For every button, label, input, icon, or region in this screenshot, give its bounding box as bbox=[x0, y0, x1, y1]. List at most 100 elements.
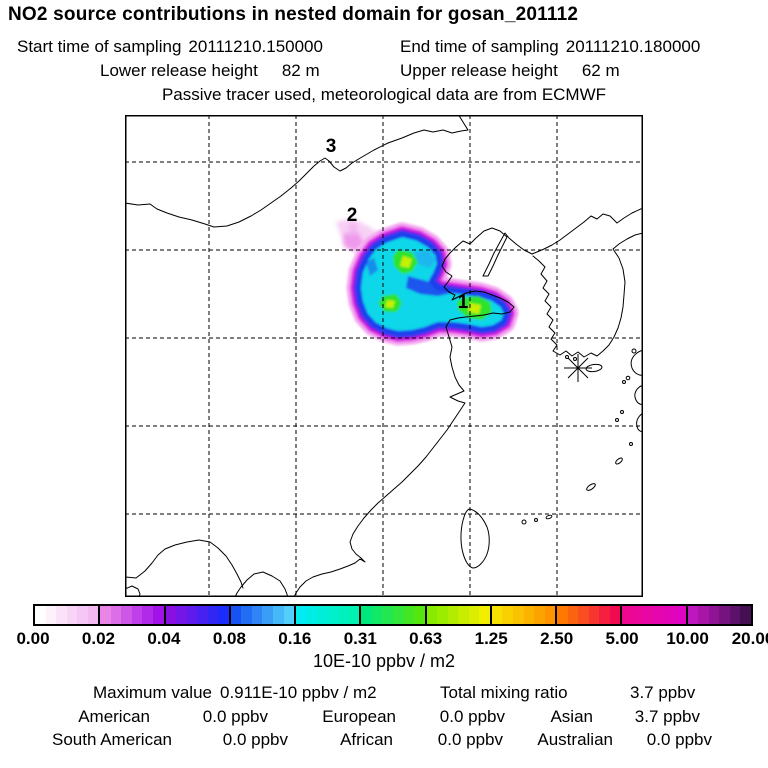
map-border bbox=[125, 115, 643, 597]
region-name-asian: Asian bbox=[550, 707, 593, 726]
region-value-american: 0.0 ppbv bbox=[202, 707, 268, 726]
region-name-australian: Australian bbox=[537, 730, 613, 749]
colorbar-cell bbox=[654, 606, 665, 624]
colorbar-cell bbox=[142, 606, 153, 624]
island-tsushima bbox=[631, 348, 637, 354]
colorbar-cell bbox=[56, 606, 67, 624]
colorbar-unit-label: 10E-10 ppbv / m2 bbox=[312, 651, 456, 671]
colorbar-block bbox=[35, 606, 101, 624]
colorbar-cell bbox=[371, 606, 383, 624]
colorbar-cell bbox=[414, 606, 425, 624]
region-value-african: 0.0 ppbv bbox=[437, 730, 503, 749]
coastline-north-border bbox=[124, 113, 469, 228]
stats-row-continents-1: American 0.0 ppbv European 0.0 ppbv Asia… bbox=[0, 707, 768, 729]
colorbar-cell bbox=[729, 606, 741, 624]
colorbar-cell bbox=[197, 606, 208, 624]
colorbar-cell bbox=[588, 606, 600, 624]
colorbar-cell bbox=[392, 606, 404, 624]
colorbar-cell bbox=[272, 606, 284, 624]
region-name-african: African bbox=[340, 730, 393, 749]
island-okinawa bbox=[586, 483, 596, 491]
island-dot bbox=[615, 418, 619, 422]
colorbar-cell bbox=[567, 606, 579, 624]
colorbar-cell bbox=[479, 606, 490, 624]
colorbar-cell bbox=[296, 606, 307, 624]
region-value-south-american: 0.0 ppbv bbox=[222, 730, 288, 749]
colorbar-tick-label: 0.16 bbox=[278, 629, 312, 648]
island-dot bbox=[629, 442, 633, 446]
colorbar-cell bbox=[100, 606, 111, 624]
max-value-label: Maximum value bbox=[92, 683, 212, 702]
gosan-station-marker bbox=[564, 354, 592, 382]
colorbar-cell bbox=[241, 606, 252, 624]
colorbar-cell bbox=[740, 606, 751, 624]
colorbar-cell bbox=[131, 606, 143, 624]
colorbar-block bbox=[296, 606, 362, 624]
border-vietnam bbox=[124, 539, 244, 589]
island-dot bbox=[622, 380, 626, 384]
region-name-european: European bbox=[322, 707, 396, 726]
total-mixing-ratio-label: Total mixing ratio bbox=[440, 683, 568, 702]
colorbar-block bbox=[361, 606, 427, 624]
upper-release-label: Upper release height bbox=[400, 61, 558, 80]
colorbar-tick-label: 0.08 bbox=[212, 629, 246, 648]
colorbar-cell bbox=[317, 606, 328, 624]
end-time-value: 20111210.180000 bbox=[565, 37, 701, 56]
colorbar-cell bbox=[251, 606, 263, 624]
colorbar-cell bbox=[719, 606, 730, 624]
colorbar-block bbox=[100, 606, 166, 624]
colorbar-cell bbox=[599, 606, 610, 624]
region-name-american: American bbox=[78, 707, 150, 726]
coastline-sw-lump bbox=[124, 585, 141, 598]
colorbar-cell bbox=[306, 606, 318, 624]
source-region-label-3: 3 bbox=[326, 136, 337, 157]
start-time-value: 20111210.150000 bbox=[188, 37, 323, 56]
map-canvas: 3 2 1 bbox=[124, 113, 644, 598]
colorbar-tick-label: 20.00 bbox=[731, 629, 768, 648]
map-svg: 3 2 1 bbox=[124, 113, 644, 598]
colorbar-block bbox=[230, 606, 297, 624]
colorbar-cell bbox=[534, 606, 545, 624]
colorbar-cell bbox=[348, 606, 360, 624]
coastline-korea bbox=[532, 232, 644, 358]
island-dot bbox=[620, 410, 624, 414]
colorbar-cell bbox=[262, 606, 273, 624]
colorbar-block bbox=[622, 606, 688, 624]
colorbar-cell bbox=[327, 606, 339, 624]
colorbar-cell bbox=[165, 606, 177, 624]
island-ryukyu bbox=[545, 514, 553, 520]
colorbar-tick-label: 0.04 bbox=[147, 629, 181, 648]
colorbar-tick-label: 0.02 bbox=[81, 629, 115, 648]
colorbar-tick-label: 1.25 bbox=[474, 629, 508, 648]
colorbar-cell bbox=[361, 606, 372, 624]
region-name-south-american: South American bbox=[51, 730, 172, 749]
region-value-australian: 0.0 ppbv bbox=[646, 730, 712, 749]
colorbar-cell bbox=[77, 606, 88, 624]
colorbar-cell bbox=[458, 606, 469, 624]
colorbar-cell bbox=[121, 606, 132, 624]
colorbar-cell bbox=[426, 606, 438, 624]
colorbar-cell bbox=[218, 606, 229, 624]
colorbar-cell bbox=[708, 606, 720, 624]
colorbar-cell bbox=[403, 606, 415, 624]
colorbar-tick-label: 5.00 bbox=[605, 629, 639, 648]
colorbar-cell bbox=[110, 606, 122, 624]
colorbar-cell bbox=[491, 606, 503, 624]
colorbar-cell bbox=[447, 606, 459, 624]
colorbar-cell bbox=[382, 606, 393, 624]
stats-row-max-total: Maximum value 0.911E-10 ppbv / m2 Total … bbox=[0, 683, 768, 705]
sampling-times-line: Start time of sampling 20111210.150000 E… bbox=[17, 37, 700, 57]
region-value-european: 0.0 ppbv bbox=[439, 707, 505, 726]
island-dot bbox=[565, 355, 569, 359]
colorbar-cell bbox=[687, 606, 699, 624]
colorbar-cell bbox=[632, 606, 644, 624]
coastline-ne bbox=[531, 207, 644, 255]
colorbar-tick-label: 0.31 bbox=[343, 629, 377, 648]
colorbar-cell bbox=[622, 606, 633, 624]
colorbar-cell bbox=[207, 606, 219, 624]
island-jeju bbox=[585, 363, 603, 373]
start-time-label: Start time of sampling bbox=[17, 37, 182, 56]
end-time-label: End time of sampling bbox=[400, 37, 559, 56]
coastline-gulf bbox=[234, 571, 289, 598]
source-region-label-1: 1 bbox=[458, 292, 469, 313]
